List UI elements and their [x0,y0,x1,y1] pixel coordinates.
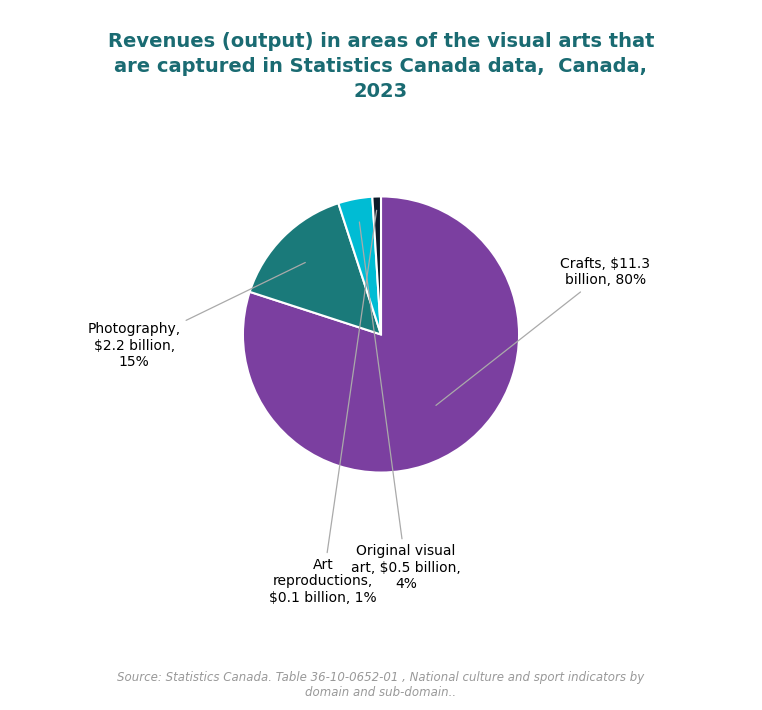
Wedge shape [373,197,381,334]
Wedge shape [250,203,381,334]
Text: Art
reproductions,
$0.1 billion, 1%: Art reproductions, $0.1 billion, 1% [269,210,377,604]
Text: Photography,
$2.2 billion,
15%: Photography, $2.2 billion, 15% [88,263,306,368]
Text: Original visual
art, $0.5 billion,
4%: Original visual art, $0.5 billion, 4% [351,222,461,591]
Text: Revenues (output) in areas of the visual arts that
are captured in Statistics Ca: Revenues (output) in areas of the visual… [107,32,655,101]
Wedge shape [338,197,381,334]
Wedge shape [243,197,519,473]
Text: Source: Statistics Canada. Table 36-10-0652-01 , National culture and sport indi: Source: Statistics Canada. Table 36-10-0… [117,671,645,699]
Text: Crafts, $11.3
billion, 80%: Crafts, $11.3 billion, 80% [436,257,651,405]
